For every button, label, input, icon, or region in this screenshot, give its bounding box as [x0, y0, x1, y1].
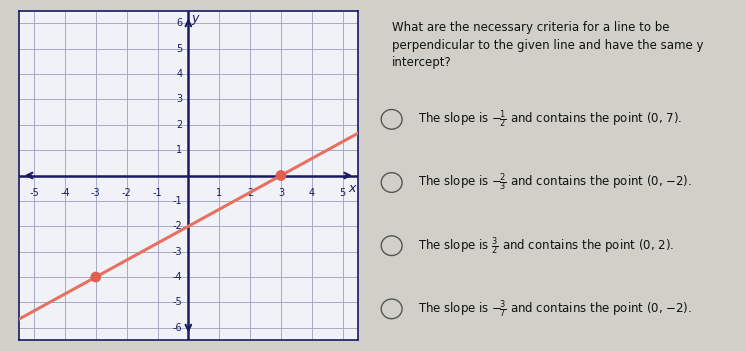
- Text: -2: -2: [122, 188, 131, 198]
- Text: -6: -6: [172, 323, 182, 333]
- Text: The slope is $-\!\frac{1}{2}$ and contains the point (0, 7).: The slope is $-\!\frac{1}{2}$ and contai…: [418, 108, 682, 130]
- Text: -3: -3: [172, 247, 182, 257]
- Text: What are the necessary criteria for a line to be
perpendicular to the given line: What are the necessary criteria for a li…: [392, 21, 703, 69]
- Text: -5: -5: [29, 188, 39, 198]
- Text: 4: 4: [176, 69, 182, 79]
- Text: The slope is $\frac{3}{2}$ and contains the point (0, 2).: The slope is $\frac{3}{2}$ and contains …: [418, 235, 674, 257]
- Text: 2: 2: [176, 120, 182, 130]
- Text: 3: 3: [278, 188, 284, 198]
- Text: 4: 4: [309, 188, 315, 198]
- Text: 6: 6: [176, 18, 182, 28]
- Text: -4: -4: [172, 272, 182, 282]
- Text: -2: -2: [172, 221, 182, 231]
- Text: The slope is $-\!\frac{3}{7}$ and contains the point (0, $-$2).: The slope is $-\!\frac{3}{7}$ and contai…: [418, 298, 692, 320]
- Text: x: x: [348, 182, 356, 195]
- Text: -1: -1: [153, 188, 163, 198]
- Text: The slope is $-\!\frac{2}{3}$ and contains the point (0, $-$2).: The slope is $-\!\frac{2}{3}$ and contai…: [418, 172, 692, 193]
- Text: -3: -3: [91, 188, 101, 198]
- Text: 1: 1: [216, 188, 222, 198]
- Text: -4: -4: [60, 188, 69, 198]
- Text: 1: 1: [176, 145, 182, 155]
- Text: -1: -1: [172, 196, 182, 206]
- Text: 5: 5: [339, 188, 346, 198]
- Text: 2: 2: [247, 188, 253, 198]
- Point: [90, 274, 101, 280]
- Text: 5: 5: [176, 44, 182, 54]
- Point: [275, 173, 287, 178]
- Text: y: y: [192, 12, 199, 25]
- Text: -5: -5: [172, 297, 182, 307]
- Text: 3: 3: [176, 94, 182, 104]
